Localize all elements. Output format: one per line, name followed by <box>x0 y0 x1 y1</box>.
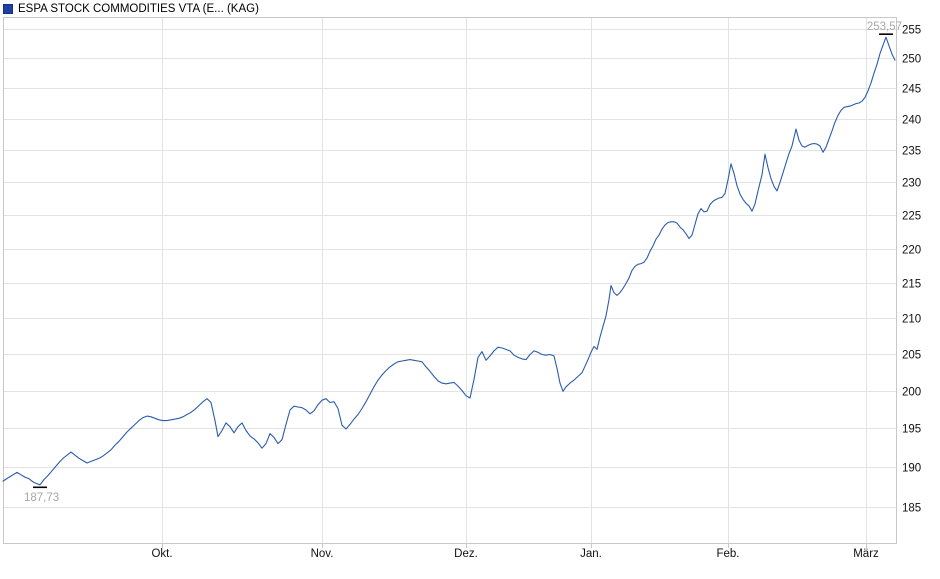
y-tick-label: 230 <box>902 178 921 190</box>
y-tick-label: 225 <box>902 211 921 223</box>
y-tick-label: 220 <box>902 245 921 257</box>
y-tick-label: 200 <box>902 387 921 399</box>
x-tick-label: Nov. <box>311 548 334 560</box>
y-tick-label: 255 <box>902 25 921 37</box>
y-tick-label: 195 <box>902 424 921 436</box>
y-tick-label: 240 <box>902 115 921 127</box>
x-tick-label: Feb. <box>716 548 739 560</box>
series-legend-swatch-icon <box>3 3 13 14</box>
y-tick-label: 215 <box>902 279 921 291</box>
y-tick-label: 210 <box>902 314 921 326</box>
y-tick-label: 185 <box>902 503 921 515</box>
max-label: 253,57 <box>867 21 902 33</box>
y-tick-label: 190 <box>902 463 921 475</box>
x-tick-label: Dez. <box>454 548 478 560</box>
price-line <box>2 36 896 486</box>
x-tick-label: März <box>853 548 879 560</box>
y-tick-label: 250 <box>902 54 921 66</box>
min-label: 187,73 <box>24 492 59 504</box>
y-tick-label: 245 <box>902 84 921 96</box>
x-tick-label: Okt. <box>151 548 172 560</box>
chart-header: ESPA STOCK COMMODITIES VTA (E... (KAG) <box>3 2 259 15</box>
y-tick-label: 205 <box>902 350 921 362</box>
chart-title: ESPA STOCK COMMODITIES VTA (E... (KAG) <box>18 2 259 15</box>
y-tick-label: 235 <box>902 146 921 158</box>
x-tick-label: Jan. <box>580 548 602 560</box>
plot-border <box>3 17 897 544</box>
